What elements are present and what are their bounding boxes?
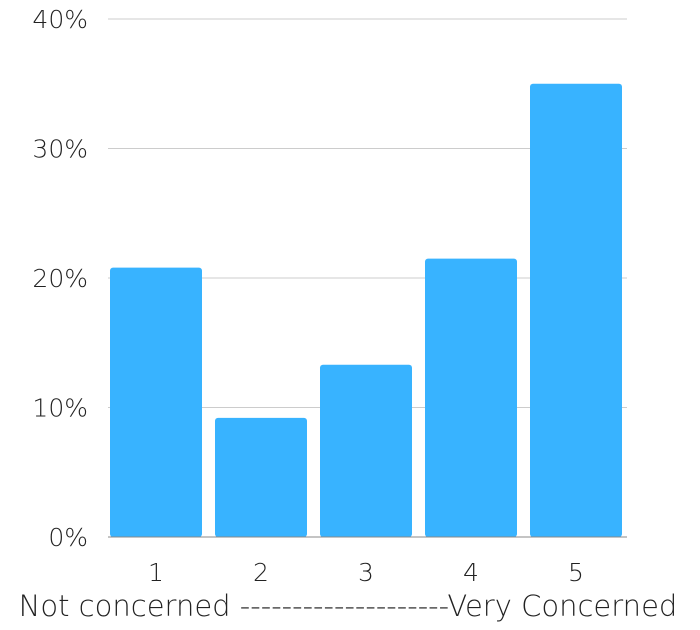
x-axis-tick-labels: 1 2 3 4 5 — [148, 558, 584, 587]
bar-1 — [110, 268, 202, 537]
y-tick-label: 40% — [32, 5, 88, 34]
y-axis-tick-labels: 0% 10% 20% 30% 40% — [32, 5, 88, 552]
x-tick-label: 2 — [253, 558, 269, 587]
bar-3 — [320, 365, 412, 537]
x-tick-label: 3 — [358, 558, 374, 587]
x-tick-label: 4 — [463, 558, 479, 587]
y-tick-label: 20% — [32, 264, 88, 293]
y-tick-label: 10% — [32, 394, 88, 423]
bar-5 — [530, 84, 622, 537]
y-tick-label: 30% — [32, 135, 88, 164]
bars — [110, 84, 622, 537]
x-axis-label: Not concerned --------------------Very C… — [19, 589, 678, 623]
bar-4 — [425, 259, 517, 537]
x-tick-label: 1 — [148, 558, 164, 587]
bar-2 — [215, 418, 307, 537]
x-tick-label: 5 — [568, 558, 584, 587]
y-tick-label: 0% — [48, 523, 88, 552]
